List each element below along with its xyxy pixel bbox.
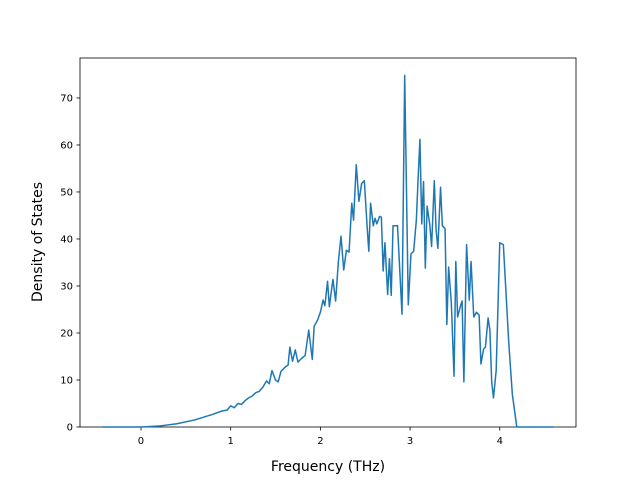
y-tick-label: 40 <box>60 234 73 245</box>
line <box>102 74 554 428</box>
y-tick-label: 60 <box>60 140 73 151</box>
y-tick-label: 0 <box>67 423 73 434</box>
x-tick-label: 1 <box>227 436 233 447</box>
y-tick-label: 70 <box>60 93 73 104</box>
x-tick-label: 3 <box>407 436 413 447</box>
y-tick-label: 50 <box>60 187 73 198</box>
y-tick-label: 20 <box>60 328 73 339</box>
y-tick-label: 10 <box>60 375 73 386</box>
x-axis-label: Frequency (THz) <box>271 459 385 475</box>
x-tick-label: 4 <box>497 436 503 447</box>
y-tick-label: 30 <box>60 281 73 292</box>
axes-frame <box>79 57 577 428</box>
y-axis-label: Density of States <box>30 182 46 302</box>
x-tick-label: 2 <box>317 436 323 447</box>
x-tick-label: 0 <box>138 436 144 447</box>
